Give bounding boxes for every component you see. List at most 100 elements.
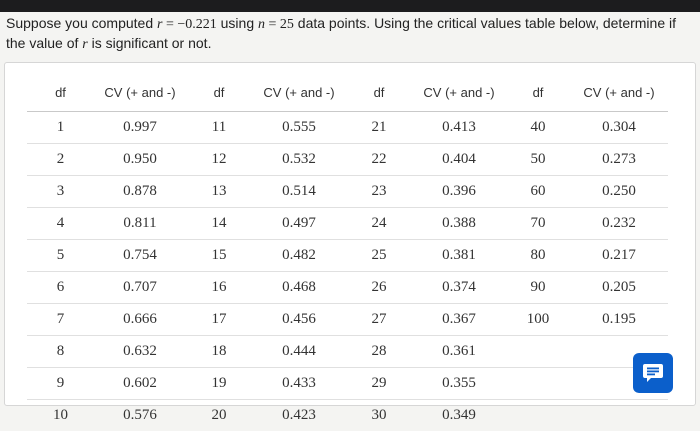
df-cell: 24: [346, 208, 412, 240]
cv-cell: 0.304: [570, 112, 668, 144]
header-cv: CV (+ and -): [570, 73, 668, 112]
cv-cell: 0.468: [252, 272, 346, 304]
df-cell: 11: [186, 112, 252, 144]
cv-cell: 0.632: [94, 336, 186, 368]
df-cell: 28: [346, 336, 412, 368]
df-cell: 5: [27, 240, 94, 272]
cv-cell: 0.355: [412, 368, 506, 400]
cv-cell: 0.217: [570, 240, 668, 272]
cv-cell: 0.602: [94, 368, 186, 400]
cv-cell: 0.349: [412, 400, 506, 431]
cv-cell: 0.482: [252, 240, 346, 272]
df-cell: 14: [186, 208, 252, 240]
df-cell: 18: [186, 336, 252, 368]
df-cell: 90: [506, 272, 570, 304]
header-df: df: [506, 73, 570, 112]
cv-cell: 0.396: [412, 176, 506, 208]
cv-cell: 0.811: [94, 208, 186, 240]
cv-cell: 0.433: [252, 368, 346, 400]
df-cell: 22: [346, 144, 412, 176]
cv-cell: 0.423: [252, 400, 346, 431]
df-cell: 30: [346, 400, 412, 431]
header-cv: CV (+ and -): [412, 73, 506, 112]
cv-cell: 0.232: [570, 208, 668, 240]
df-cell: 20: [186, 400, 252, 431]
df-cell: 80: [506, 240, 570, 272]
cv-cell: 0.497: [252, 208, 346, 240]
cv-cell: 0.514: [252, 176, 346, 208]
df-cell: 25: [346, 240, 412, 272]
df-cell: [506, 400, 570, 431]
cv-cell: 0.374: [412, 272, 506, 304]
cv-cell: 0.205: [570, 272, 668, 304]
cv-cell: 0.413: [412, 112, 506, 144]
cv-cell: 0.195: [570, 304, 668, 336]
question-text: Suppose you computed r = −0.221 using n …: [6, 14, 692, 54]
df-cell: 70: [506, 208, 570, 240]
cv-cell: [570, 400, 668, 431]
df-cell: 3: [27, 176, 94, 208]
cv-cell: 0.997: [94, 112, 186, 144]
df-cell: 15: [186, 240, 252, 272]
df-cell: 60: [506, 176, 570, 208]
cv-cell: 0.555: [252, 112, 346, 144]
header-cv: CV (+ and -): [252, 73, 346, 112]
df-cell: [506, 336, 570, 368]
df-cell: 13: [186, 176, 252, 208]
df-cell: 12: [186, 144, 252, 176]
df-cell: 7: [27, 304, 94, 336]
df-cell: 4: [27, 208, 94, 240]
df-cell: 19: [186, 368, 252, 400]
cv-cell: 0.456: [252, 304, 346, 336]
cv-cell: 0.388: [412, 208, 506, 240]
df-cell: 26: [346, 272, 412, 304]
df-cell: [506, 368, 570, 400]
cv-cell: 0.361: [412, 336, 506, 368]
df-cell: 29: [346, 368, 412, 400]
df-cell: 23: [346, 176, 412, 208]
df-cell: 9: [27, 368, 94, 400]
df-cell: 2: [27, 144, 94, 176]
cv-cell: 0.404: [412, 144, 506, 176]
cv-cell: 0.273: [570, 144, 668, 176]
df-cell: 40: [506, 112, 570, 144]
cv-cell: 0.666: [94, 304, 186, 336]
header-df: df: [346, 73, 412, 112]
chat-icon: [641, 361, 665, 385]
df-cell: 10: [27, 400, 94, 431]
critical-values-table-card: df CV (+ and -) df CV (+ and -) df CV (+…: [4, 62, 696, 406]
top-bar: [0, 0, 700, 12]
header-cv: CV (+ and -): [94, 73, 186, 112]
cv-cell: 0.950: [94, 144, 186, 176]
df-cell: 1: [27, 112, 94, 144]
table-header-row: df CV (+ and -) df CV (+ and -) df CV (+…: [27, 73, 668, 112]
critical-values-table: df CV (+ and -) df CV (+ and -) df CV (+…: [27, 73, 668, 431]
cv-cell: 0.576: [94, 400, 186, 431]
df-cell: 27: [346, 304, 412, 336]
cv-cell: 0.878: [94, 176, 186, 208]
df-cell: 100: [506, 304, 570, 336]
cv-cell: 0.707: [94, 272, 186, 304]
cv-cell: 0.754: [94, 240, 186, 272]
chat-button[interactable]: [633, 353, 673, 393]
header-df: df: [27, 73, 94, 112]
df-cell: 17: [186, 304, 252, 336]
df-cell: 16: [186, 272, 252, 304]
header-df: df: [186, 73, 252, 112]
df-cell: 50: [506, 144, 570, 176]
df-cell: 8: [27, 336, 94, 368]
cv-cell: 0.444: [252, 336, 346, 368]
df-cell: 6: [27, 272, 94, 304]
cv-cell: 0.381: [412, 240, 506, 272]
cv-cell: 0.532: [252, 144, 346, 176]
